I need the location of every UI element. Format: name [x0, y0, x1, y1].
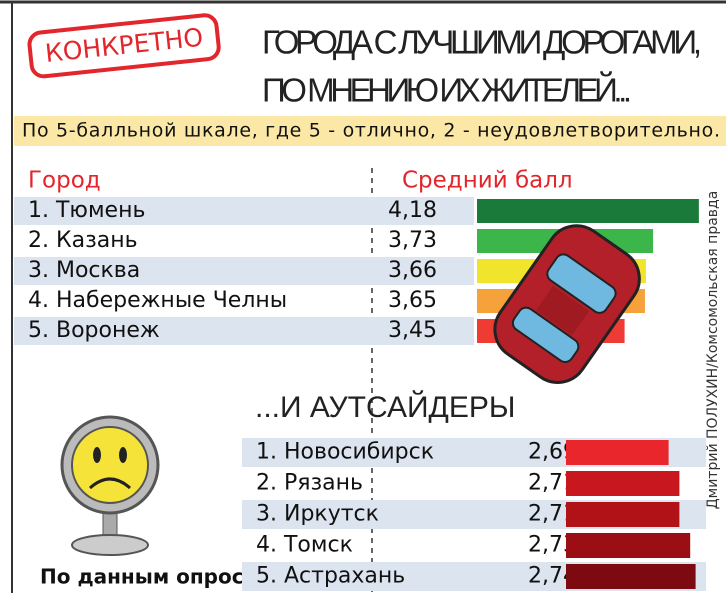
bar: [566, 564, 696, 589]
section-title: ...И АУТСАЙДЕРЫ: [255, 390, 515, 424]
sad-smiley: [62, 417, 158, 555]
value-label: 4,18: [388, 198, 437, 223]
column-title: Город: [28, 168, 101, 194]
title-line: ГОРОДА С ЛУЧШИМИ ДОРОГАМИ,: [262, 24, 702, 61]
category-label: 1. Тюмень: [28, 198, 145, 223]
bar: [566, 440, 669, 465]
badge-group: КОНКРЕТНО: [28, 14, 220, 77]
bar: [566, 533, 690, 558]
subtitle: По 5-балльной шкале, где 5 - отлично, 2 …: [22, 120, 720, 142]
value-label: 3,66: [388, 258, 437, 283]
eye: [93, 447, 101, 463]
category-label: 1. Новосибирск: [256, 440, 434, 465]
credit: Дмитрий ПОЛУХИН/Комсомольская правда: [705, 191, 721, 510]
base: [72, 535, 148, 555]
category-label: 4. Набережные Челны: [28, 288, 287, 313]
category-label: 2. Рязань: [256, 471, 363, 496]
title-line: ПО МНЕНИЮ ИХ ЖИТЕЛЕЙ...: [262, 72, 632, 109]
face: [72, 427, 148, 503]
category-label: 2. Казань: [28, 228, 138, 253]
value-label: 3,45: [388, 318, 437, 343]
category-label: 3. Иркутск: [256, 502, 379, 527]
bar: [477, 199, 699, 223]
category-label: 5. Воронеж: [28, 318, 160, 343]
bar: [566, 502, 679, 527]
category-label: 5. Астрахань: [256, 564, 405, 589]
infographic: КОНКРЕТНО ГОРОДА С ЛУЧШИМИ ДОРОГАМИ, ПО …: [0, 0, 726, 593]
category-label: 4. Томск: [256, 533, 353, 558]
column-title: Средний балл: [402, 168, 573, 194]
charts: Город Средний балл 1. Тюмень 4,18 2. Казань 3…: [14, 168, 706, 592]
bar: [566, 471, 679, 496]
category-label: 3. Москва: [28, 258, 140, 283]
value-label: 3,73: [388, 228, 437, 253]
value-label: 3,65: [388, 288, 437, 313]
eye: [119, 447, 127, 463]
